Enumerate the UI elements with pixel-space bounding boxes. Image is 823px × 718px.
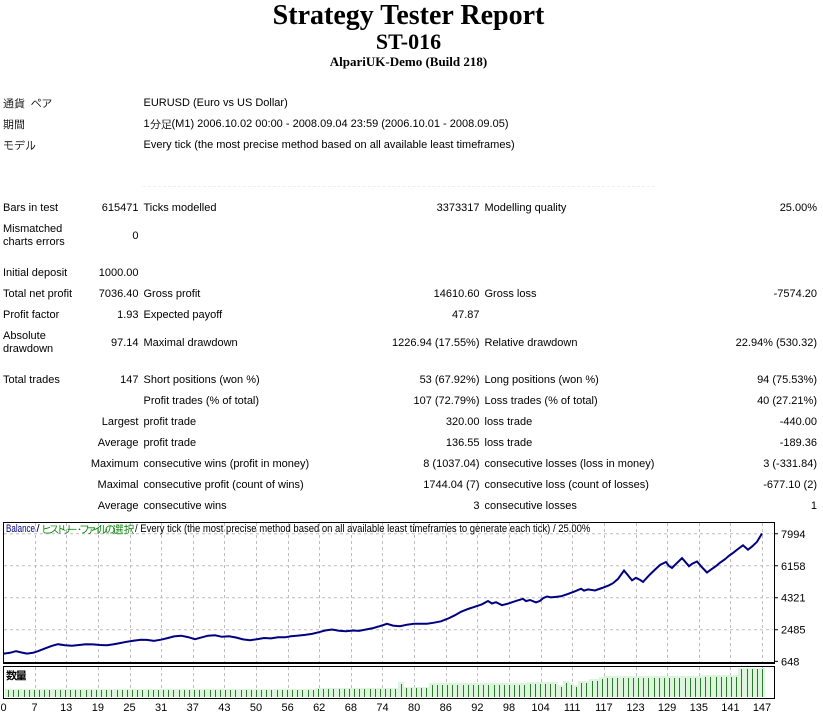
svg-text:129: 129 <box>658 702 676 714</box>
svg-text:4321: 4321 <box>781 593 805 605</box>
svg-text:104: 104 <box>531 702 549 714</box>
svg-text:19: 19 <box>92 702 104 714</box>
svg-text:43: 43 <box>218 702 230 714</box>
svg-text:135: 135 <box>690 702 708 714</box>
svg-text:2485: 2485 <box>781 625 805 637</box>
svg-text:117: 117 <box>595 702 613 714</box>
svg-text:80: 80 <box>408 702 420 714</box>
svg-text:7994: 7994 <box>781 529 805 541</box>
svg-text:147: 147 <box>753 702 771 714</box>
svg-text:92: 92 <box>471 702 483 714</box>
svg-text:648: 648 <box>781 656 799 668</box>
svg-text:0: 0 <box>1 702 7 714</box>
svg-text:6158: 6158 <box>781 561 805 573</box>
svg-text:56: 56 <box>281 702 293 714</box>
svg-text:123: 123 <box>626 702 644 714</box>
svg-text:111: 111 <box>564 702 581 714</box>
svg-text:98: 98 <box>503 702 515 714</box>
svg-text:62: 62 <box>313 702 325 714</box>
svg-text:25: 25 <box>123 702 135 714</box>
svg-text:68: 68 <box>345 702 357 714</box>
svg-text:31: 31 <box>155 702 167 714</box>
svg-text:13: 13 <box>60 702 72 714</box>
svg-text:7: 7 <box>32 702 38 714</box>
svg-text:141: 141 <box>721 702 739 714</box>
svg-text:37: 37 <box>187 702 199 714</box>
svg-text:50: 50 <box>250 702 262 714</box>
svg-text:86: 86 <box>440 702 452 714</box>
svg-text:74: 74 <box>376 702 388 714</box>
